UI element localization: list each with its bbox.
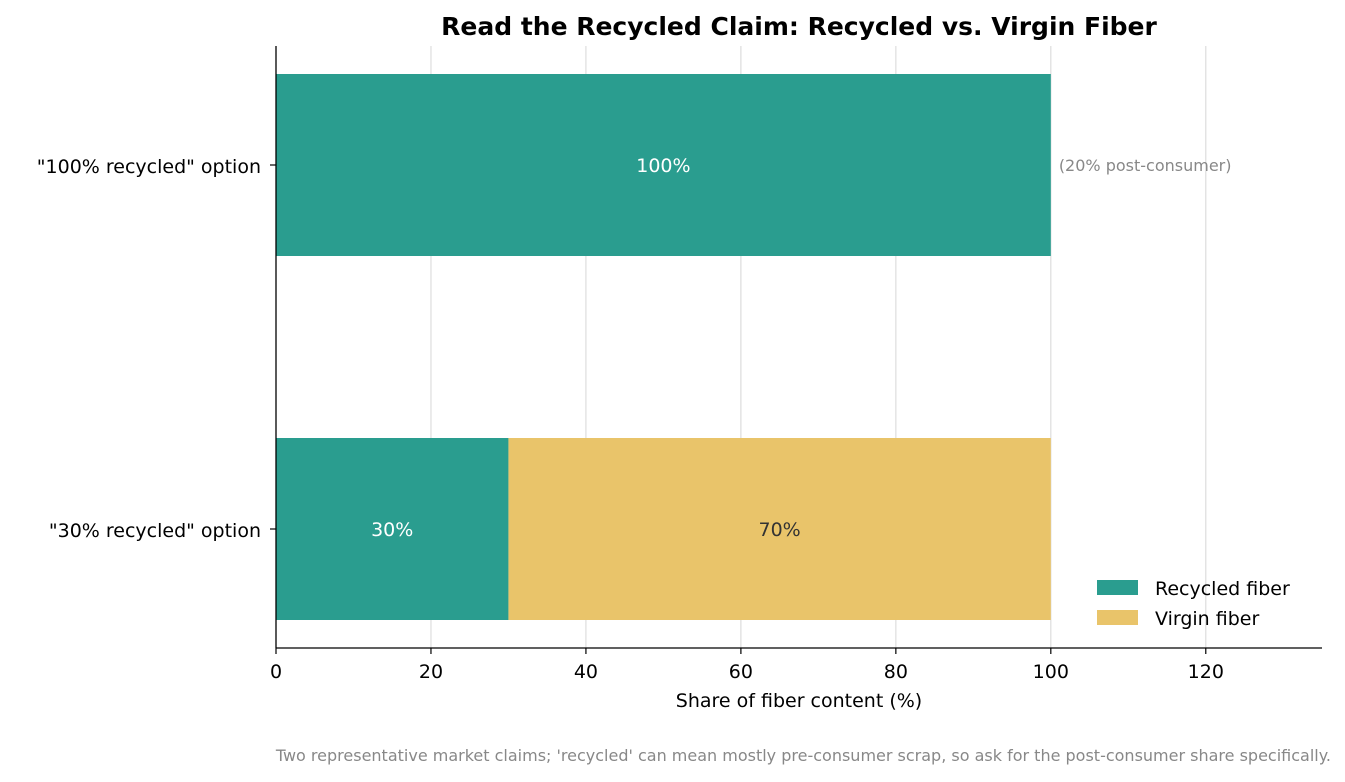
legend-label: Recycled fiber bbox=[1155, 578, 1290, 600]
footnote: Two representative market claims; 'recyc… bbox=[275, 746, 1331, 765]
bar-recycled-fiber bbox=[276, 438, 509, 620]
bar-virgin-fiber bbox=[508, 438, 1051, 620]
x-axis-label: Share of fiber content (%) bbox=[676, 690, 922, 712]
x-tick-label: 80 bbox=[884, 661, 908, 683]
x-tick-label: 120 bbox=[1188, 661, 1224, 683]
bar-annotation: (20% post-consumer) bbox=[1059, 156, 1232, 175]
bars: 100% (20% post-consumer) 30% 70% bbox=[276, 74, 1231, 620]
x-tick-label: 40 bbox=[574, 661, 598, 683]
y-tick-label: "30% recycled" option bbox=[49, 520, 261, 542]
bar-value-label: 100% bbox=[636, 155, 690, 177]
legend: Recycled fiber Virgin fiber bbox=[1097, 578, 1290, 630]
y-tick-label: "100% recycled" option bbox=[37, 156, 261, 178]
x-tick-label: 0 bbox=[270, 661, 282, 683]
bar-recycled-fiber bbox=[276, 74, 1051, 256]
chart-title: Read the Recycled Claim: Recycled vs. Vi… bbox=[441, 12, 1157, 41]
axes bbox=[275, 46, 1322, 649]
legend-label: Virgin fiber bbox=[1155, 608, 1259, 630]
legend-swatch bbox=[1097, 610, 1138, 625]
x-tick-label: 60 bbox=[729, 661, 753, 683]
bar-value-label: 30% bbox=[371, 519, 413, 541]
bar-value-label: 70% bbox=[759, 519, 801, 541]
x-tick-label: 100 bbox=[1033, 661, 1069, 683]
legend-swatch bbox=[1097, 580, 1138, 595]
y-tick-labels: "100% recycled" option "30% recycled" opt… bbox=[37, 156, 276, 542]
x-tick-labels: 0 20 40 60 80 100 120 bbox=[270, 648, 1224, 683]
x-tick-label: 20 bbox=[419, 661, 443, 683]
